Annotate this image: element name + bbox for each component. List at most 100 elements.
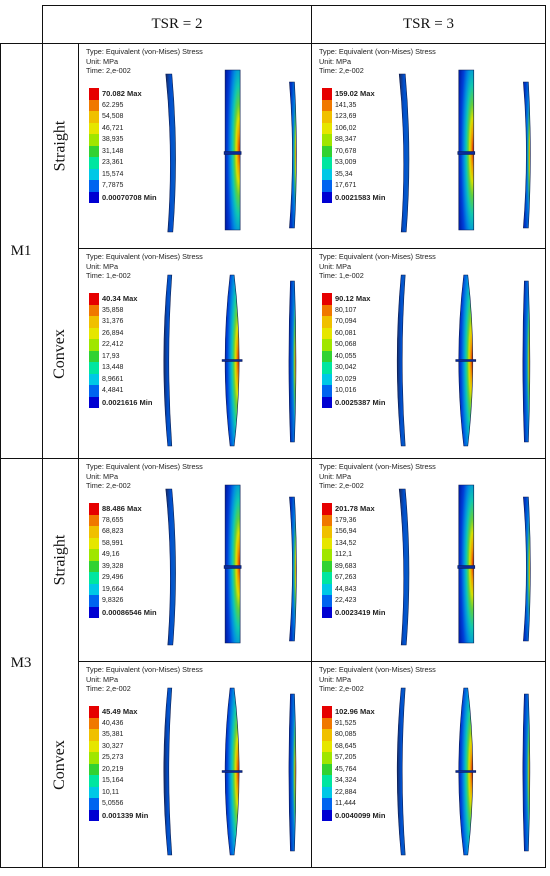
- legend-swatch: [322, 191, 332, 203]
- legend-level: 67,263: [322, 572, 385, 584]
- legend-value: 9,8326: [102, 597, 124, 605]
- legend-swatch: [322, 157, 332, 169]
- legend-level: 17,93: [89, 350, 152, 362]
- legend-value: 34,324: [335, 777, 357, 785]
- legend-swatch: [322, 396, 332, 408]
- legend-level: 49,16: [89, 549, 157, 561]
- result-time: Time: 1,e-002: [319, 271, 364, 280]
- legend-value: 156,94: [335, 528, 357, 536]
- legend-value: 70.082 Max: [102, 89, 142, 99]
- rule-m1-m3: [0, 458, 545, 459]
- cell-m3-convex-tsr3: Type: Equivalent (von-Mises) Stress Unit:…: [312, 662, 545, 867]
- legend-value: 35,858: [102, 306, 124, 314]
- blade-edge-view: [288, 280, 297, 443]
- result-info: Type: Equivalent (von-Mises) Stress Unit:…: [86, 47, 203, 76]
- blade-edge-view: [289, 496, 297, 642]
- legend-value: 30,327: [102, 742, 124, 750]
- legend-swatch: [89, 786, 99, 798]
- legend-value: 106,02: [335, 124, 357, 132]
- legend-level: 58,991: [89, 537, 157, 549]
- legend-level: 25,273: [89, 752, 148, 764]
- legend-level: 26,894: [89, 327, 152, 339]
- legend-level: 20,219: [89, 763, 148, 775]
- legend-level: 17,671: [322, 180, 385, 192]
- legend-level: 7,7875: [89, 180, 157, 192]
- blade-contour-plot: [163, 274, 297, 447]
- rule-col-split: [311, 5, 312, 868]
- legend-value: 179,36: [335, 516, 357, 524]
- legend-level: 0.00086546 Min: [89, 606, 157, 618]
- legend-value: 53,009: [335, 159, 357, 167]
- legend-swatch: [89, 514, 99, 526]
- result-info: Type: Equivalent (von-Mises) Stress Unit:…: [319, 665, 436, 694]
- legend-level: 141,35: [322, 99, 385, 111]
- legend-level: 57,205: [322, 752, 385, 764]
- result-unit: Unit: MPa: [86, 471, 119, 481]
- legend-level: 13,448: [89, 362, 152, 374]
- legend-swatch: [89, 717, 99, 729]
- legend-swatch: [89, 396, 99, 408]
- legend-level: 91,525: [322, 717, 385, 729]
- blade-contour-plot: [396, 274, 531, 447]
- legend-swatch: [322, 583, 332, 595]
- result-time: Time: 2,e-002: [86, 684, 131, 693]
- legend-swatch: [322, 111, 332, 123]
- legend-value: 102.96 Max: [335, 707, 375, 717]
- legend-level: 22,884: [322, 786, 385, 798]
- legend-value: 35,381: [102, 731, 124, 739]
- legend-level: 45.49 Max: [89, 706, 148, 718]
- cell-m1-convex-tsr2: Type: Equivalent (von-Mises) Stress Unit:…: [79, 249, 311, 458]
- legend-value: 62.295: [102, 101, 124, 109]
- legend-swatch: [322, 339, 332, 351]
- result-type: Type: Equivalent (von-Mises) Stress: [319, 47, 436, 56]
- legend-swatch: [89, 191, 99, 203]
- stress-legend: 70.082 Max 62.295 54,508 46,721 38,935 31,148…: [89, 88, 157, 203]
- rule-bottom: [0, 867, 545, 868]
- legend-value: 80,107: [335, 306, 357, 314]
- legend-swatch: [322, 514, 332, 526]
- legend-swatch: [322, 798, 332, 810]
- legend-swatch: [322, 740, 332, 752]
- legend-level: 102.96 Max: [322, 706, 385, 718]
- legend-level: 80,107: [322, 304, 385, 316]
- legend-swatch: [322, 373, 332, 385]
- result-type: Type: Equivalent (von-Mises) Stress: [86, 252, 203, 261]
- legend-value: 23,361: [102, 159, 124, 167]
- joint-marker: [223, 151, 242, 155]
- legend-swatch: [322, 99, 332, 111]
- legend-value: 10,016: [335, 387, 357, 395]
- legend-level: 70,094: [322, 316, 385, 328]
- legend-value: 201.78 Max: [335, 504, 375, 514]
- row-label-m3-straight: Straight: [42, 459, 78, 661]
- legend-swatch: [89, 157, 99, 169]
- legend-value: 4,4841: [102, 387, 124, 395]
- legend-level: 179,36: [322, 514, 385, 526]
- legend-swatch: [322, 729, 332, 741]
- result-info: Type: Equivalent (von-Mises) Stress Unit:…: [86, 665, 203, 694]
- blade-side-view: [398, 73, 410, 233]
- legend-value: 31,148: [102, 147, 124, 155]
- legend-level: 53,009: [322, 157, 385, 169]
- result-unit: Unit: MPa: [319, 674, 352, 684]
- joint-marker: [455, 359, 477, 362]
- result-time: Time: 2,e-002: [86, 481, 131, 490]
- legend-value: 70,094: [335, 318, 357, 326]
- legend-value: 123,69: [335, 113, 357, 121]
- legend-swatch: [89, 583, 99, 595]
- legend-level: 88.486 Max: [89, 503, 157, 515]
- legend-level: 70,678: [322, 145, 385, 157]
- legend-level: 0.0040099 Min: [322, 809, 385, 821]
- legend-swatch: [89, 809, 99, 821]
- result-unit: Unit: MPa: [86, 674, 119, 684]
- legend-value: 91,525: [335, 719, 357, 727]
- legend-value: 26,894: [102, 329, 124, 337]
- legend-level: 10,016: [322, 385, 385, 397]
- legend-value: 0.0021583 Min: [335, 192, 386, 202]
- legend-level: 30,042: [322, 362, 385, 374]
- legend-swatch: [89, 304, 99, 316]
- blade-contour-plot: [398, 484, 531, 646]
- legend-value: 22,423: [335, 597, 357, 605]
- legend-value: 40.34 Max: [102, 294, 138, 304]
- stress-legend: 102.96 Max 91,525 80,085 68,645 57,205 45,764…: [322, 706, 385, 821]
- legend-swatch: [322, 503, 332, 515]
